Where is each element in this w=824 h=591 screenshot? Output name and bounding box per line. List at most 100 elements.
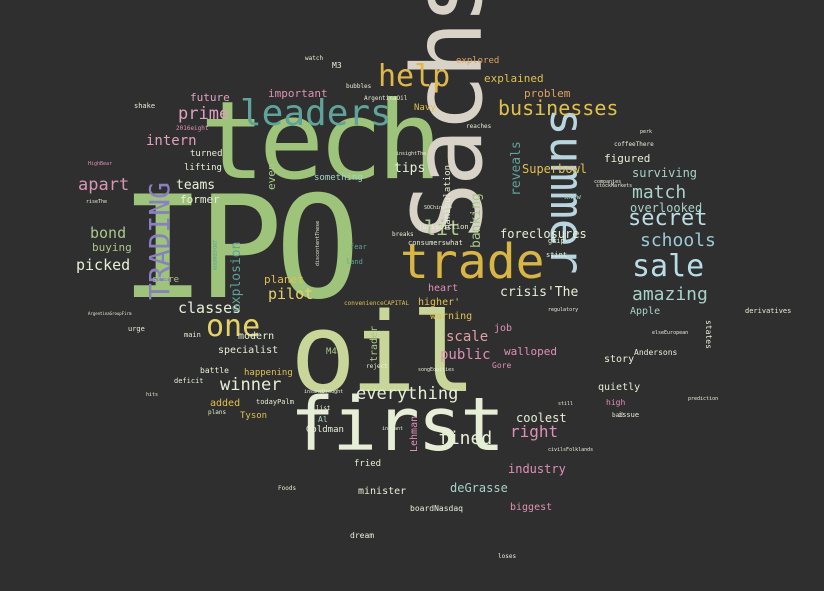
word: todayPalm [256, 398, 294, 406]
word: companies [594, 179, 622, 185]
word: fried [354, 459, 382, 469]
word: public [440, 347, 491, 363]
word: Tyson [240, 411, 268, 421]
word: schools [640, 230, 716, 251]
word: main [184, 331, 201, 339]
word: Apple [630, 306, 661, 317]
word: land [346, 258, 363, 266]
word: problem [524, 87, 571, 100]
word: urge [128, 325, 145, 333]
word: know [564, 193, 581, 201]
word: oil [290, 289, 477, 417]
word: overlooked [630, 201, 703, 215]
word: hits [146, 392, 159, 398]
word: quietly [598, 382, 641, 393]
word: fear [350, 243, 367, 251]
word: future [190, 91, 230, 104]
word: buying [92, 241, 132, 254]
word: bubbles [346, 83, 372, 90]
word: deGrasse [450, 481, 508, 495]
word: insaneDrought [304, 389, 344, 395]
word: reaches [466, 123, 492, 130]
word: 2016eight [176, 125, 209, 132]
word: explosion [229, 241, 244, 312]
word: M3 [332, 61, 342, 70]
word: Lehman [409, 415, 420, 452]
word: businesses [498, 96, 619, 120]
word: explored [456, 56, 500, 66]
word: tech [200, 79, 442, 204]
word: apart [78, 175, 130, 195]
word: match [632, 182, 687, 203]
word: scare [152, 275, 180, 285]
word: scale [446, 329, 489, 345]
word: help [378, 59, 451, 94]
word: ArgentinaGroupFirm [88, 311, 132, 316]
word: grip [548, 237, 565, 245]
word: states [704, 320, 713, 349]
word: figured [604, 152, 651, 165]
word: HighBear [88, 161, 113, 167]
word: modern [238, 331, 275, 342]
word: walloped [504, 345, 557, 358]
word: former [180, 193, 220, 206]
word: planet [264, 273, 304, 286]
word: loses [498, 553, 517, 560]
word: Navy [414, 103, 436, 113]
word: civilsFolklands [548, 447, 594, 453]
word: amazing [632, 284, 708, 305]
word: stint [546, 251, 568, 259]
word: Al [318, 415, 328, 424]
word: lit [424, 216, 461, 240]
word: dream [350, 531, 375, 540]
word: happening [244, 368, 293, 378]
word: bad [612, 412, 623, 419]
word: turned [190, 149, 223, 159]
word: picked [76, 256, 131, 274]
word: breaks [392, 231, 414, 238]
word: intern [146, 133, 197, 149]
word: one [206, 309, 261, 344]
word: insightThe [396, 151, 427, 157]
word: deficit [174, 377, 204, 385]
word: minister [358, 486, 407, 497]
word: warning [430, 311, 473, 322]
word: lifting [184, 163, 222, 173]
word: M4 [326, 347, 337, 357]
word: tips [394, 161, 426, 176]
word: trade [400, 234, 545, 290]
word: right [510, 422, 559, 441]
word: specialist [218, 345, 279, 356]
word: everything [356, 384, 459, 404]
word: summer [540, 108, 594, 275]
word: crisis'The [500, 285, 579, 300]
word: issue [618, 411, 640, 419]
word: biggest [510, 502, 553, 513]
word: SOChina [424, 205, 446, 211]
word: added [210, 398, 241, 409]
word: elseEuropean [652, 330, 689, 336]
word: foreclosures [500, 227, 587, 241]
word: secret [628, 206, 708, 231]
word: consumerswhat [408, 239, 463, 247]
word: stockMarkets [596, 183, 633, 189]
word: convenienceCAPITAL [344, 300, 410, 307]
word: leaders [240, 93, 392, 134]
word: plans [208, 409, 227, 416]
word: Goldman [306, 425, 344, 435]
word: important [268, 87, 328, 100]
word: banking [469, 193, 484, 248]
word: list [316, 405, 331, 412]
word: classes [178, 299, 242, 317]
word: jurisdiction [418, 223, 469, 231]
word: derivatives [745, 307, 792, 315]
word: Gore [492, 361, 512, 370]
word: watch [305, 55, 324, 62]
word: job [494, 323, 513, 334]
word: even [265, 163, 278, 191]
word: discontentThese [315, 220, 321, 266]
word: teams [176, 178, 216, 193]
word: something [314, 173, 363, 183]
word: heart [428, 283, 459, 294]
